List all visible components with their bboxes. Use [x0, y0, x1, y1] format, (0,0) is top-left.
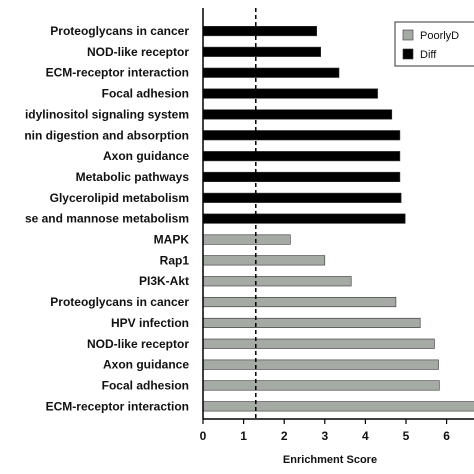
x-tick-label: 0 — [200, 429, 207, 443]
bar-diff — [202, 88, 378, 99]
category-label: se and mannose metabolism — [25, 212, 189, 226]
bar-diff — [202, 151, 401, 162]
bar-diff — [202, 25, 317, 37]
category-label: idylinositol signaling system — [25, 107, 189, 121]
bar-diff — [202, 171, 401, 182]
bars-layer — [202, 25, 474, 412]
bar-diff — [202, 46, 321, 57]
category-label: MAPK — [154, 233, 190, 247]
category-label: Proteoglycans in cancer — [50, 295, 189, 309]
legend-swatch — [402, 48, 414, 60]
bar-poorlyd — [202, 380, 440, 391]
bar-diff — [202, 192, 402, 203]
category-label: Glycerolipid metabolism — [50, 191, 189, 205]
x-axis-title: Enrichment Score — [283, 454, 377, 466]
category-label: Focal adhesion — [102, 379, 189, 393]
category-label: Proteoglycans in cancer — [50, 24, 189, 38]
bar-diff — [202, 213, 406, 224]
x-tick-label: 6 — [443, 429, 450, 443]
category-label: HPV infection — [111, 316, 189, 330]
category-label: Axon guidance — [103, 149, 189, 163]
bar-poorlyd — [202, 401, 474, 412]
bar-diff — [202, 67, 340, 78]
bar-poorlyd — [202, 317, 421, 329]
bar-poorlyd — [202, 338, 435, 349]
bar-diff — [202, 130, 401, 141]
category-label: NOD-like receptor — [87, 45, 189, 59]
category-label: ECM-receptor interaction — [46, 66, 189, 80]
category-label: nin digestion and absorption — [24, 128, 189, 142]
x-axis-ticks: 0 1 2 3 4 5 6 — [200, 419, 450, 443]
category-label: Focal adhesion — [102, 87, 189, 101]
legend-swatch — [402, 29, 414, 41]
category-label: Metabolic pathways — [76, 170, 190, 184]
bar-poorlyd — [202, 234, 291, 245]
bar-poorlyd — [202, 296, 397, 308]
x-tick-label: 3 — [321, 429, 328, 443]
bar-diff — [202, 109, 393, 120]
legend-label: PoorlyD — [420, 30, 459, 42]
bar-poorlyd — [202, 255, 326, 266]
x-tick-label: 2 — [281, 429, 288, 443]
bar-poorlyd — [202, 359, 439, 370]
category-label: PI3K-Akt — [139, 274, 189, 288]
category-label: ECM-receptor interaction — [46, 399, 189, 413]
x-tick-label: 5 — [403, 429, 410, 443]
x-tick-label: 1 — [240, 429, 247, 443]
category-label: NOD-like receptor — [87, 337, 189, 351]
category-label: Rap1 — [160, 253, 190, 267]
x-tick-label: 4 — [362, 429, 369, 443]
legend-label: Diff — [420, 49, 437, 61]
bar-poorlyd — [202, 276, 352, 287]
category-labels: Proteoglycans in cancer NOD-like receptor… — [24, 24, 189, 413]
legend: PoorlyD Diff — [394, 21, 474, 67]
category-label: Axon guidance — [103, 358, 189, 372]
